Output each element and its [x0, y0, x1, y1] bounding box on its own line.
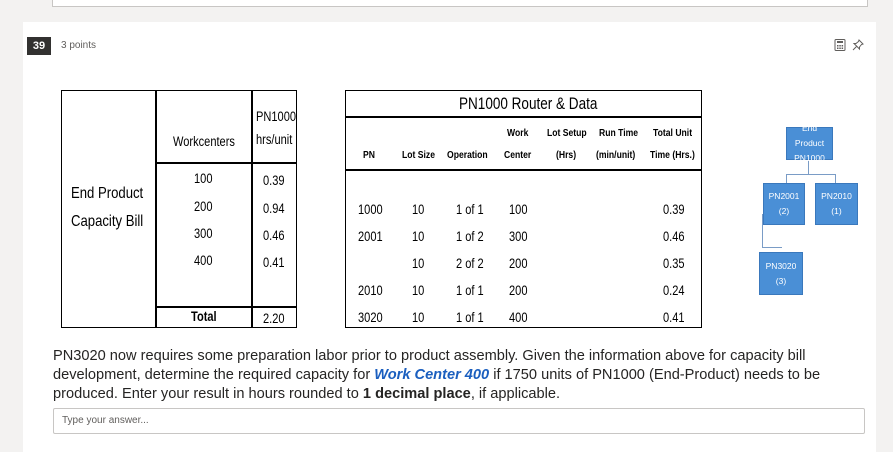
decimal-place-highlight: 1 decimal place: [362, 386, 471, 402]
rt-lot: 10: [412, 202, 425, 217]
tree-node-pn2001: PN2001 (2): [763, 183, 805, 225]
hdr-center: Center: [504, 149, 532, 161]
question-image: End Product Capacity Bill Workcenters PN…: [61, 89, 861, 329]
capacity-bill-label-2: Capacity Bill: [71, 213, 144, 230]
rt-wc: 100: [509, 202, 528, 217]
cb-hrs-row: 0.39: [263, 173, 285, 188]
rt-wc: 400: [509, 310, 528, 325]
pin-icon[interactable]: [851, 38, 865, 52]
rt-lot: 10: [412, 283, 425, 298]
rt-op: 1 of 1: [456, 283, 484, 298]
hdr-total-unit: Total Unit: [653, 127, 693, 139]
calculator-icon[interactable]: [833, 38, 847, 52]
rt-tut: 0.39: [663, 202, 685, 217]
rt-pn: 1000: [358, 202, 383, 217]
rt-wc: 200: [509, 283, 528, 298]
rt-lot: 10: [412, 310, 425, 325]
tree-node-pn2010: PN2010 (1): [815, 183, 858, 225]
col-hrs-line1: PN1000: [256, 109, 297, 124]
rt-wc: 300: [509, 229, 528, 244]
tree-pn2010-name: PN2010: [821, 191, 852, 201]
rt-op: 1 of 1: [456, 202, 484, 217]
cb-hrs-row: 0.46: [263, 228, 285, 243]
question-text-part1: PN3020 now requires some preparation lab…: [53, 348, 806, 383]
hdr-run-time: Run Time: [599, 127, 639, 139]
question-text-part2: if 1750 units of PN1000 (End-Product) ne…: [53, 367, 821, 402]
rt-tut: 0.24: [663, 283, 685, 298]
rt-lot: 10: [412, 256, 425, 271]
question-card: [23, 22, 876, 452]
rt-wc: 200: [509, 256, 528, 271]
hdr-min-unit: (min/unit): [596, 149, 636, 161]
question-points: 3 points: [61, 40, 97, 51]
rt-op: 2 of 2: [456, 256, 484, 271]
hdr-time-hrs: Time (Hrs.): [650, 149, 695, 161]
tree-pn2001-name: PN2001: [768, 191, 800, 201]
rt-pn: 3020: [358, 310, 383, 325]
tree-pn2010-qty: (1): [831, 206, 842, 216]
col-hrs-line2: hrs/unit: [256, 132, 293, 147]
rt-lot: 10: [412, 229, 425, 244]
cb-wc-row: 100: [194, 171, 213, 186]
rt-pn: 2010: [358, 283, 383, 298]
hdr-operation: Operation: [447, 149, 488, 161]
previous-answer-box[interactable]: [52, 0, 868, 7]
rt-tut: 0.41: [663, 310, 685, 325]
hdr-work: Work: [507, 127, 529, 139]
question-text: PN3020 now requires some preparation lab…: [53, 347, 873, 404]
hdr-pn: PN: [363, 149, 375, 161]
cb-total-label: Total: [191, 309, 217, 324]
answer-placeholder: Type your answer...: [62, 415, 149, 426]
question-number: 39: [27, 37, 51, 55]
cb-hrs-row: 0.41: [263, 255, 285, 270]
answer-input[interactable]: Type your answer...: [53, 408, 865, 434]
router-table: [345, 90, 702, 328]
question-text-part3: , if applicable.: [470, 386, 561, 402]
rt-tut: 0.46: [663, 229, 685, 244]
cb-wc-row: 400: [194, 253, 213, 268]
cb-wc-row: 200: [194, 199, 213, 214]
tree-node-end-product: End Product PN1000: [786, 123, 833, 163]
tree-pn3020-name: PN3020: [765, 260, 797, 271]
tree-pn2001-qty: (2): [778, 206, 790, 216]
hdr-lot-setup: Lot Setup: [547, 127, 587, 139]
hdr-hrs: (Hrs): [556, 149, 577, 161]
cb-total-value: 2.20: [263, 311, 285, 326]
cb-hrs-row: 0.94: [263, 201, 285, 216]
router-title: PN1000 Router & Data: [459, 95, 598, 113]
rt-op: 1 of 2: [456, 229, 484, 244]
capacity-bill-label-1: End Product: [71, 185, 144, 202]
rt-tut: 0.35: [663, 256, 685, 271]
tree-pn3020-qty: (3): [775, 275, 787, 286]
capacity-bill-table: [61, 90, 297, 328]
tree-root-line2: PN1000: [794, 153, 825, 163]
col-workcenters: Workcenters: [173, 134, 235, 149]
work-center-highlight: Work Center 400: [374, 367, 490, 383]
cb-wc-row: 300: [194, 226, 213, 241]
tree-root-line1: End Product: [794, 123, 825, 148]
tree-node-pn3020: PN3020 (3): [759, 252, 803, 295]
rt-pn: 2001: [358, 229, 383, 244]
hdr-lot-size: Lot Size: [402, 149, 436, 161]
rt-op: 1 of 1: [456, 310, 484, 325]
